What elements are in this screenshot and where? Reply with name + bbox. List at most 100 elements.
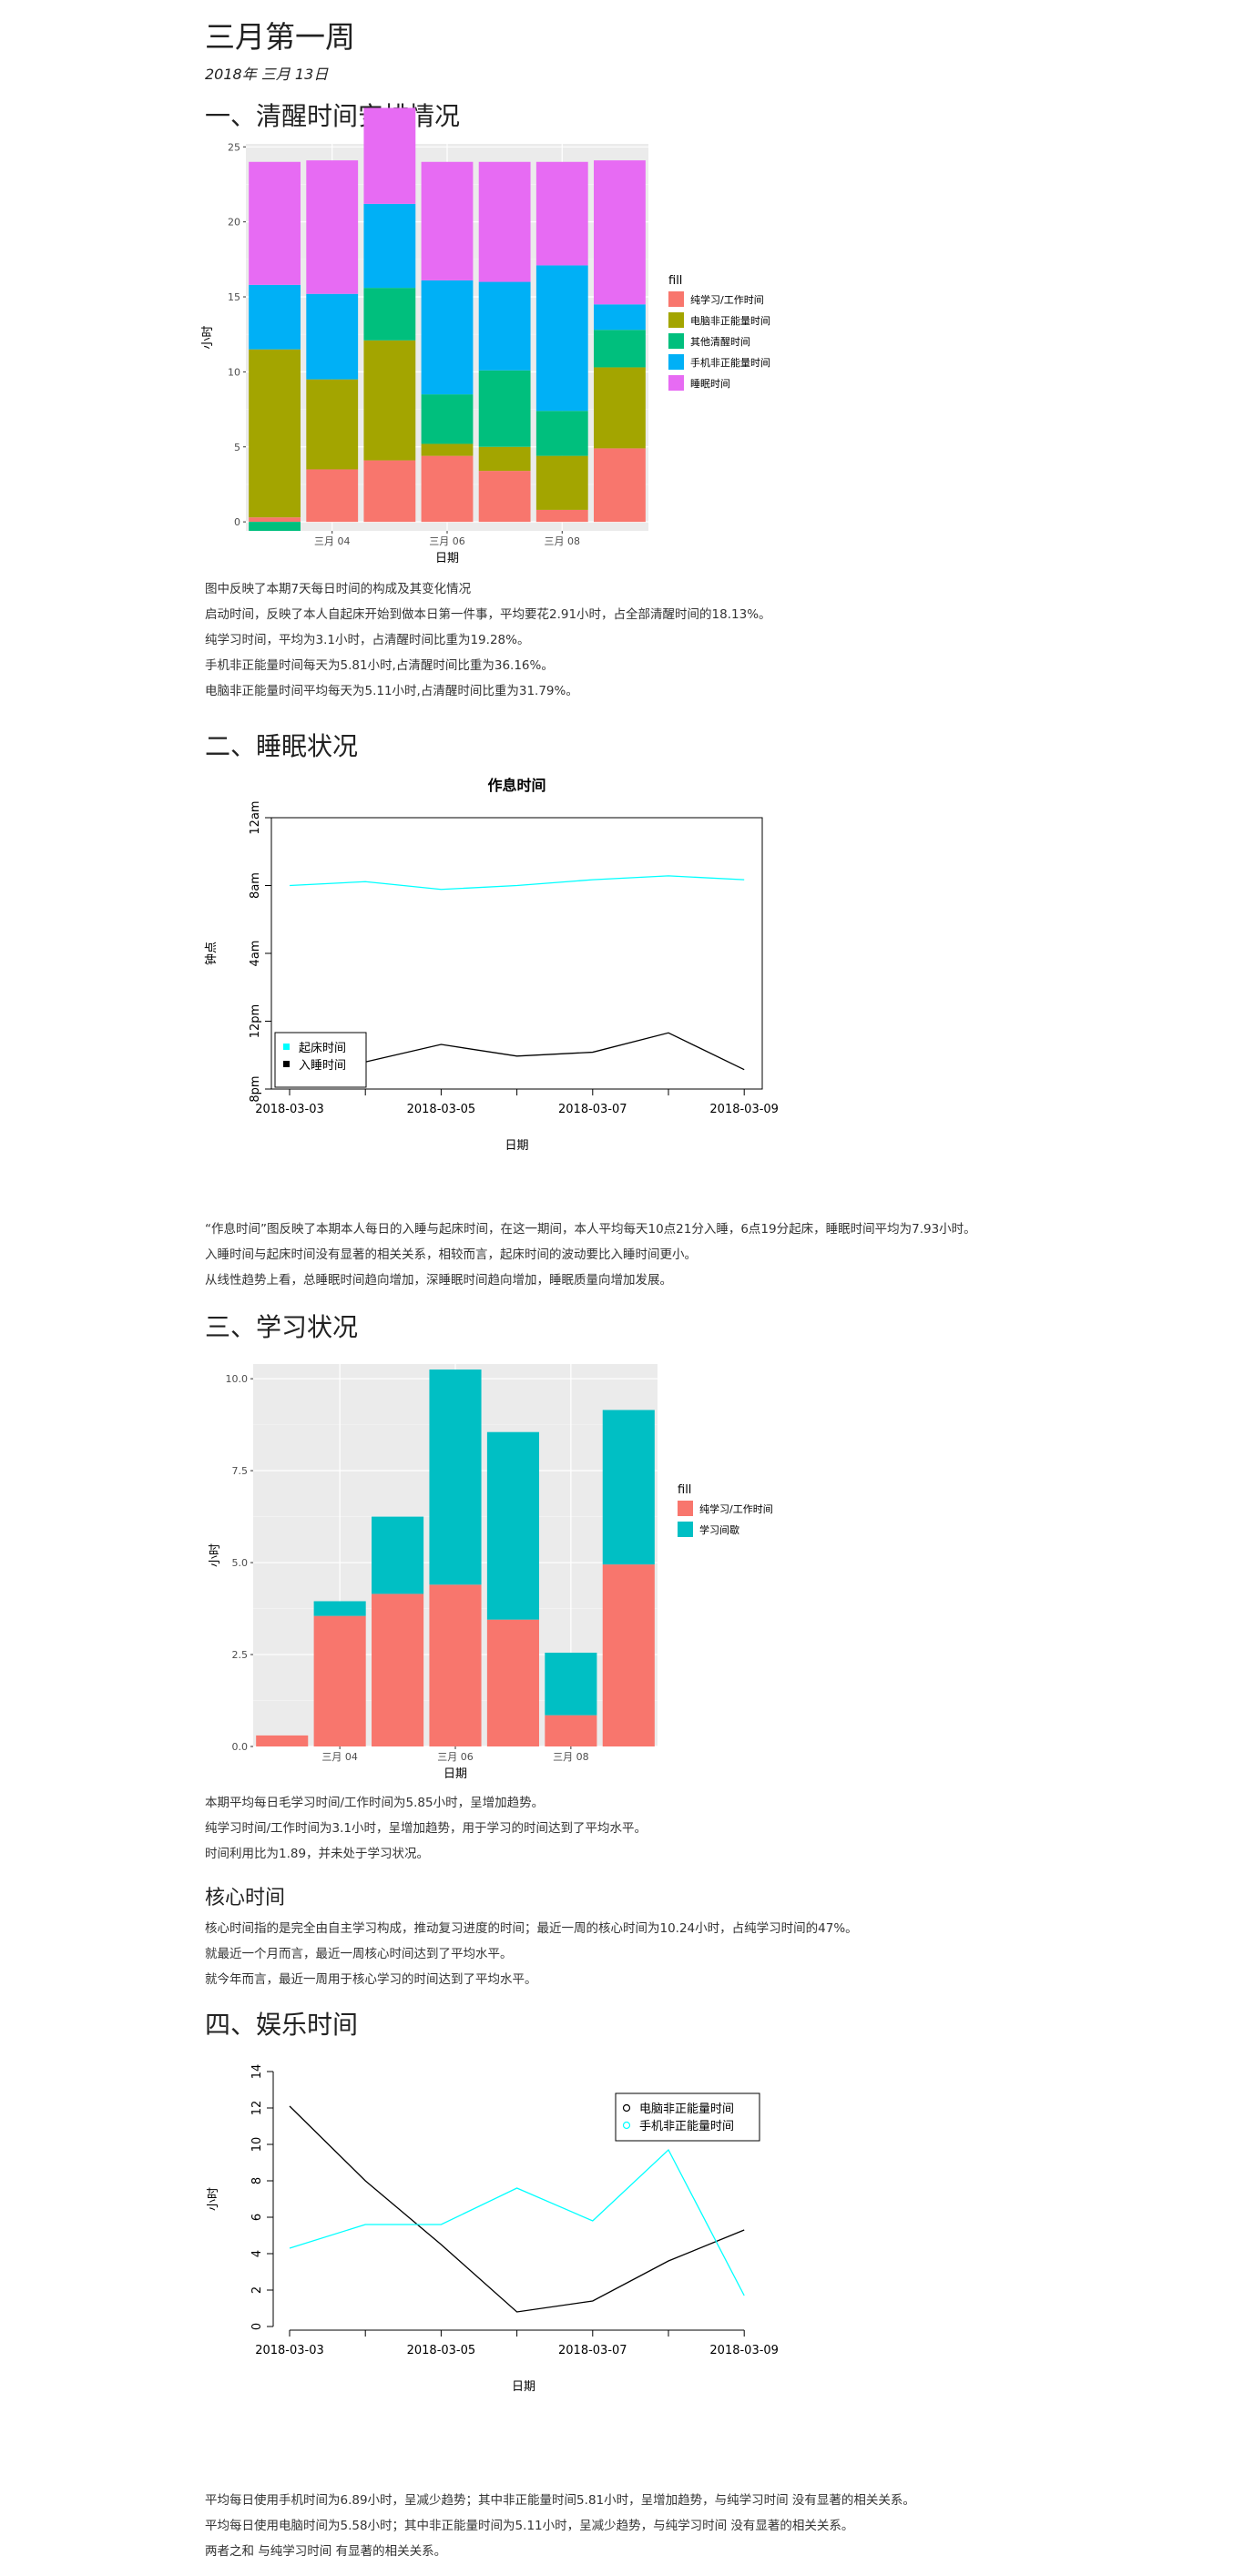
section1-paragraph: 纯学习时间，平均为3.1小时，占清醒时间比重为19.28%。 bbox=[205, 633, 530, 647]
y-tick-label: 8 bbox=[250, 2177, 264, 2184]
bar-segment bbox=[594, 330, 646, 368]
bar-segment bbox=[594, 160, 646, 305]
legend-swatch bbox=[668, 312, 684, 328]
bar-segment bbox=[372, 1593, 424, 1746]
section3-heading: 三、学习状况 bbox=[205, 1312, 359, 1342]
chart-title: 作息时间 bbox=[487, 777, 546, 794]
legend-title: fill bbox=[678, 1483, 691, 1497]
bar-segment bbox=[535, 509, 588, 523]
legend-swatch bbox=[668, 375, 684, 391]
bar-segment bbox=[594, 304, 646, 331]
legend-label: 纯学习/工作时间 bbox=[699, 1502, 773, 1515]
section2-heading: 二、睡眠状况 bbox=[205, 731, 359, 761]
bar-segment bbox=[421, 443, 474, 456]
bar-segment bbox=[478, 161, 531, 282]
report-date: 2018年 三月 13日 bbox=[205, 66, 329, 83]
bar-segment bbox=[306, 293, 359, 380]
bar-segment bbox=[545, 1715, 597, 1746]
bar-segment bbox=[535, 161, 588, 266]
series-line bbox=[289, 875, 745, 891]
section4-paragraph: 平均每日使用手机时间为6.89小时，呈减少趋势；其中非正能量时间5.81小时，呈… bbox=[205, 2493, 915, 2508]
legend-swatch bbox=[668, 333, 684, 349]
bar-segment bbox=[594, 367, 646, 449]
y-axis-title: 小时 bbox=[201, 325, 215, 349]
y-tick-label: 15 bbox=[228, 291, 240, 303]
x-tick-label: 2018-03-09 bbox=[709, 1103, 779, 1116]
entertainment-time-line-chart: 2018-03-03 2018-03-05 2018-03-07 2018-03-09… bbox=[207, 2064, 779, 2394]
y-tick-label: 12 bbox=[250, 2101, 264, 2116]
bar-segment bbox=[478, 471, 531, 523]
y-tick-label: 8pm bbox=[249, 1075, 262, 1102]
bar-segment bbox=[535, 411, 588, 456]
bar-segment bbox=[478, 446, 531, 472]
y-tick-label: 0 bbox=[234, 516, 240, 528]
section3-text: 本期平均每日毛学习时间/工作时间为5.85小时，呈增加趋势。 纯学习时间/工作时… bbox=[205, 1790, 647, 1867]
y-tick-label: 0.0 bbox=[232, 1741, 249, 1753]
x-tick-label: 2018-03-05 bbox=[407, 1103, 476, 1116]
x-tick-label: 2018-03-03 bbox=[255, 2344, 324, 2357]
x-tick-label: 三月 04 bbox=[321, 1751, 358, 1763]
legend-label: 入睡时间 bbox=[299, 1059, 346, 1073]
section3-paragraph: 时间利用比为1.89，并未处于学习状况。 bbox=[205, 1847, 430, 1861]
y-tick-label: 4 bbox=[250, 2250, 264, 2257]
legend-label: 手机非正能量时间 bbox=[690, 356, 770, 369]
section2-text: “作息时间”图反映了本期本人每日的入睡与起床时间，在这一期间，本人平均每天10点… bbox=[205, 1217, 976, 1293]
bar-segment bbox=[429, 1584, 482, 1746]
section4-paragraph: 平均每日使用电脑时间为5.58小时；其中非正能量时间为5.11小时，呈减少趋势，… bbox=[205, 2519, 854, 2533]
legend-box bbox=[615, 2092, 760, 2142]
legend-label: 手机非正能量时间 bbox=[639, 2120, 734, 2133]
y-tick-label: 10 bbox=[228, 366, 240, 378]
bar-segment bbox=[363, 203, 416, 289]
y-axis-title: 小时 bbox=[207, 2187, 220, 2211]
y-tick-label: 8am bbox=[249, 872, 262, 899]
bar-segment bbox=[429, 1369, 482, 1585]
section1-heading: 一、清醒时间安排情况 bbox=[205, 101, 461, 131]
bar-segment bbox=[313, 1601, 366, 1616]
bar-segment bbox=[249, 161, 301, 285]
bar-segment bbox=[478, 281, 531, 371]
bar-segment bbox=[306, 379, 359, 470]
bar-segment bbox=[486, 1619, 539, 1746]
bar-segment bbox=[535, 265, 588, 412]
legend-label: 电脑非正能量时间 bbox=[639, 2103, 734, 2116]
bar-segment bbox=[249, 349, 301, 518]
legend-label: 睡眠时间 bbox=[690, 378, 730, 390]
section4-text: 平均每日使用手机时间为6.89小时，呈减少趋势；其中非正能量时间5.81小时，呈… bbox=[205, 2488, 915, 2564]
y-tick-label: 7.5 bbox=[232, 1465, 249, 1477]
legend-label: 其他清醒时间 bbox=[690, 336, 750, 348]
bar-segment bbox=[421, 455, 474, 523]
series-line bbox=[289, 2148, 745, 2296]
core-time-paragraph: 就今年而言，最近一周用于核心学习的时间达到了平均水平。 bbox=[205, 1972, 537, 1987]
bar-segment bbox=[313, 1615, 366, 1746]
section1-paragraph: 启动时间，反映了本人自起床开始到做本日第一件事，平均要花2.91小时，占全部清醒… bbox=[205, 607, 771, 622]
y-tick-label: 5.0 bbox=[232, 1557, 249, 1569]
legend-swatch bbox=[678, 1501, 693, 1516]
bar-segment bbox=[363, 107, 416, 204]
legend-label: 电脑非正能量时间 bbox=[690, 314, 770, 327]
bar-segment bbox=[363, 460, 416, 523]
legend-title: fill bbox=[668, 274, 682, 288]
y-tick-label: 10.0 bbox=[226, 1373, 249, 1385]
bar-segment bbox=[363, 288, 416, 341]
section3-paragraph: 纯学习时间/工作时间为3.1小时，呈增加趋势，用于学习的时间达到了平均水平。 bbox=[205, 1821, 647, 1836]
section4-paragraph: 两者之和 与纯学习时间 有显著的相关关系。 bbox=[205, 2544, 447, 2559]
bar-segment bbox=[249, 284, 301, 350]
section3-paragraph: 本期平均每日毛学习时间/工作时间为5.85小时，呈增加趋势。 bbox=[205, 1796, 545, 1810]
core-time-paragraph: 核心时间指的是完全由自主学习构成，推动复习进度的时间；最近一周的核心时间为10.… bbox=[205, 1921, 858, 1936]
x-tick-label: 2018-03-05 bbox=[407, 2344, 476, 2357]
x-axis-title: 日期 bbox=[512, 2380, 535, 2394]
bar-segment bbox=[602, 1564, 655, 1746]
study-time-stacked-bar-chart: 0.0 2.5 5.0 7.5 10.0 三月 04 三月 06 三月 08 日期 小时 fill 纯… bbox=[209, 1364, 773, 1781]
x-tick-label: 三月 06 bbox=[437, 1751, 474, 1763]
section1-paragraph: 手机非正能量时间每天为5.81小时,占清醒时间比重为36.16%。 bbox=[205, 658, 554, 673]
x-tick-label: 2018-03-07 bbox=[558, 1103, 627, 1116]
y-tick-label: 12am bbox=[249, 800, 262, 834]
legend-swatch bbox=[678, 1522, 693, 1537]
sleep-schedule-line-chart: 2018-03-03 2018-03-05 2018-03-07 2018-03-09… bbox=[204, 777, 779, 1153]
legend-box bbox=[274, 1032, 367, 1088]
series-line bbox=[289, 2105, 745, 2313]
legend-label: 起床时间 bbox=[299, 1042, 346, 1055]
legend-symbol bbox=[283, 1061, 290, 1067]
x-tick-label: 2018-03-03 bbox=[255, 1103, 324, 1116]
section2-paragraph: 从线性趋势上看，总睡眠时间趋向增加，深睡眠时间趋向增加，睡眠质量向增加发展。 bbox=[205, 1273, 672, 1288]
